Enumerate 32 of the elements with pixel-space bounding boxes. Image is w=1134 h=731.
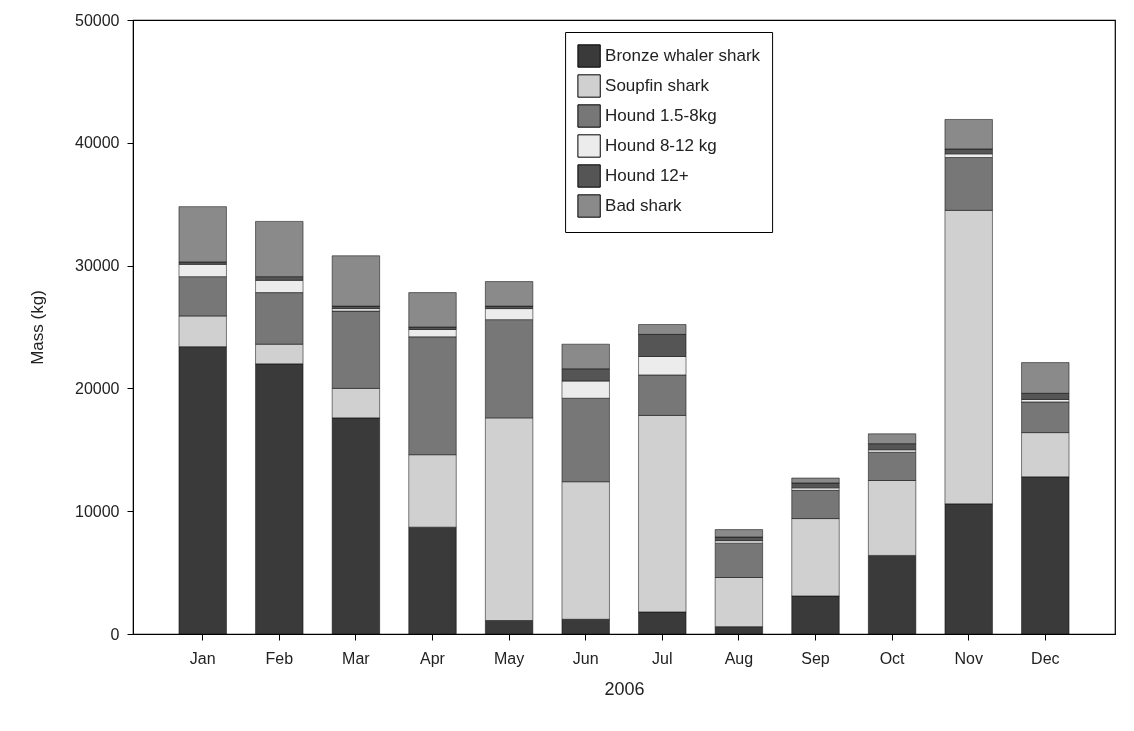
legend-label: Hound 1.5-8kg xyxy=(605,106,717,125)
legend-label: Hound 12+ xyxy=(605,166,689,185)
bar xyxy=(178,206,227,263)
x-tick-label: Jul xyxy=(652,649,673,667)
y-tick-label: 40000 xyxy=(75,134,120,152)
x-tick-label: Nov xyxy=(954,649,983,667)
x-tick-label: Jan xyxy=(189,649,216,667)
bar xyxy=(331,255,380,307)
y-axis-title: Mass (kg) xyxy=(28,290,48,365)
x-tick-label: Jun xyxy=(572,649,599,667)
x-tick-label: Dec xyxy=(1031,649,1060,667)
legend-label: Hound 8-12 kg xyxy=(605,136,717,155)
legend-label: Soupfin shark xyxy=(605,76,710,95)
x-axis-title: 2006 xyxy=(604,678,645,699)
bar xyxy=(485,281,534,307)
y-tick-label: 20000 xyxy=(75,379,120,397)
x-tick-label: Aug xyxy=(724,649,754,667)
x-tick-label: May xyxy=(493,649,525,667)
x-tick-label: Oct xyxy=(879,649,906,667)
y-tick-label: 50000 xyxy=(75,11,120,29)
legend-label: Bronze whaler shark xyxy=(605,46,761,65)
x-tick-label: Mar xyxy=(342,649,371,667)
bar xyxy=(714,529,763,538)
bar xyxy=(255,221,304,277)
y-tick-label: 0 xyxy=(110,625,120,643)
x-tick-label: Feb xyxy=(265,649,294,667)
x-tick-label: Apr xyxy=(420,649,446,667)
bar xyxy=(408,292,457,328)
y-tick-label: 30000 xyxy=(75,257,120,275)
x-tick-label: Sep xyxy=(801,649,830,667)
y-tick-label: 10000 xyxy=(75,502,120,520)
legend-label: Bad shark xyxy=(605,196,683,215)
